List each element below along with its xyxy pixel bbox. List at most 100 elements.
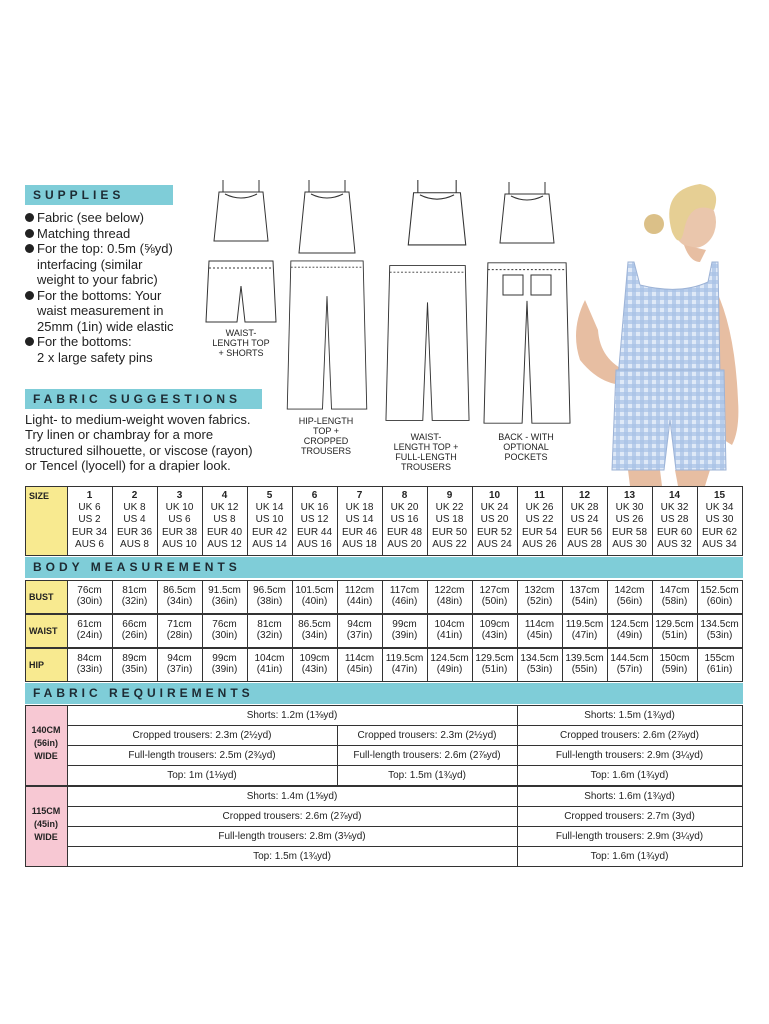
supply-item: Fabric (see below): [37, 210, 144, 225]
measurement-value: (34in): [166, 596, 193, 607]
suggestion-line: Try linen or chambray for a more: [25, 427, 214, 443]
size-equivalent: UK 12: [210, 502, 239, 513]
measurement-value: (43in): [301, 664, 328, 675]
measurement-value: (43in): [481, 630, 508, 641]
size-equivalent: US 18: [435, 514, 464, 526]
width-label: 115CM: [31, 806, 61, 816]
supply-item: For the top: 0.5m (⅝yd): [37, 241, 173, 256]
size-equivalent: AUS 16: [297, 538, 332, 550]
table-cell: [562, 648, 608, 682]
measurement-value: 112cm: [344, 585, 375, 596]
measurement-value: 99cm: [212, 653, 237, 664]
requirement: Top: 1m (1⅛yd): [167, 770, 237, 781]
measurement-value: (28in): [166, 630, 193, 641]
suggestion-line: Light- to medium-weight woven fabrics.: [25, 412, 251, 427]
bullet: [25, 228, 34, 238]
size-equivalent: EUR 50: [431, 526, 467, 538]
table-cell: [247, 614, 293, 648]
width-label: (56in): [33, 738, 58, 748]
size-equivalent: US 12: [300, 514, 329, 526]
trousers-drawing: [286, 260, 368, 410]
measurement-value: 139.5cm: [565, 653, 604, 664]
supply-item: For the bottoms: Your: [37, 287, 162, 303]
size-equivalent: AUS 34: [702, 538, 737, 550]
pocket: [502, 274, 524, 296]
measurement-value: (37in): [346, 630, 373, 641]
size-equivalent: AUS 18: [342, 538, 377, 550]
measurement-value: (44in): [346, 596, 373, 607]
measurement-value: 84cm: [77, 653, 102, 664]
requirement: Cropped trousers: 2.3m (2½yd): [357, 730, 497, 741]
size-equivalent: UK 32: [660, 502, 689, 513]
table-cell: [25, 614, 68, 648]
size-equivalent: US 26: [615, 514, 644, 526]
measurement-value: 124.5cm: [430, 653, 469, 664]
measurement-value: 127cm: [479, 585, 510, 596]
measurement-value: 104cm: [254, 653, 285, 664]
size-equivalent: US 28: [660, 514, 689, 526]
table-cell: [652, 648, 698, 682]
measurement-value: (51in): [481, 664, 508, 675]
size-equivalent: UK 18: [345, 502, 374, 513]
requirement: Top: 1.6m (1¾yd): [590, 851, 669, 862]
section-header: BODY MEASUREMENTS: [25, 557, 743, 578]
size-equivalent: EUR 60: [656, 526, 692, 538]
measurement-value: (33in): [76, 664, 103, 675]
measurement-value: 152.5cm: [700, 585, 739, 596]
measurement-value: 99cm: [392, 619, 417, 630]
table-cell: [202, 648, 248, 682]
requirement: Cropped trousers: 2.7m (3yd): [564, 811, 695, 822]
measurement-value: 81cm: [257, 619, 282, 630]
measurement-value: 129.5cm: [475, 653, 514, 664]
illustration-label: POCKETS: [504, 452, 548, 462]
size-equivalent: US 20: [480, 514, 509, 526]
trousers-drawing: [483, 262, 571, 424]
size-number: 3: [176, 490, 183, 501]
measurement-value: 109cm: [299, 653, 330, 664]
measurement-value: (41in): [256, 664, 283, 675]
measurement-value: 104cm: [434, 619, 465, 630]
table-cell: [517, 614, 563, 648]
measurement-label: HIP: [29, 660, 45, 670]
table-cell: [382, 580, 428, 614]
top-drawing: [213, 180, 269, 242]
table-cell: [382, 486, 428, 556]
size-number: 12: [578, 490, 591, 501]
table-cell: [247, 486, 293, 556]
illustration-label: TROUSERS: [300, 446, 351, 456]
measurement-value: 147cm: [659, 585, 690, 596]
size-equivalent: UK 6: [78, 502, 101, 513]
size-equivalent: UK 34: [705, 502, 734, 513]
measurement-value: 61cm: [77, 619, 102, 630]
measurement-value: 86.5cm: [298, 619, 331, 630]
measurement-value: 132cm: [524, 585, 555, 596]
measurement-value: (58in): [661, 596, 688, 607]
trousers-drawing: [385, 265, 470, 421]
table-cell: [697, 580, 743, 614]
table-cell: [562, 580, 608, 614]
size-equivalent: AUS 30: [612, 538, 647, 550]
requirement: Top: 1.5m (1¾yd): [253, 851, 331, 862]
measurement-value: 137cm: [569, 585, 600, 596]
requirement: Full-length trousers: 2.5m (2¾yd): [128, 750, 276, 761]
section-header: FABRIC SUGGESTIONS: [25, 389, 262, 409]
illustration-label: BACK - WITH: [498, 432, 554, 442]
measurement-value: 134.5cm: [520, 653, 559, 664]
top-drawing: [407, 180, 467, 246]
width-label: 140CM: [31, 725, 61, 735]
illustration-label: LENGTH TOP +: [393, 442, 459, 452]
measurement-value: 91.5cm: [208, 585, 241, 596]
size-equivalent: AUS 8: [120, 538, 149, 550]
illustration-label: FULL-LENGTH: [395, 452, 457, 462]
measurement-value: 142cm: [614, 585, 645, 596]
shorts-drawing: [205, 260, 277, 323]
size-number: 6: [311, 490, 318, 501]
measurement-value: (24in): [76, 630, 103, 641]
measurement-value: (49in): [436, 664, 463, 675]
measurement-value: (36in): [211, 596, 238, 607]
table-cell: [382, 614, 428, 648]
bullet: [25, 244, 34, 253]
size-number: 9: [446, 490, 453, 501]
measurement-value: 81cm: [122, 585, 147, 596]
